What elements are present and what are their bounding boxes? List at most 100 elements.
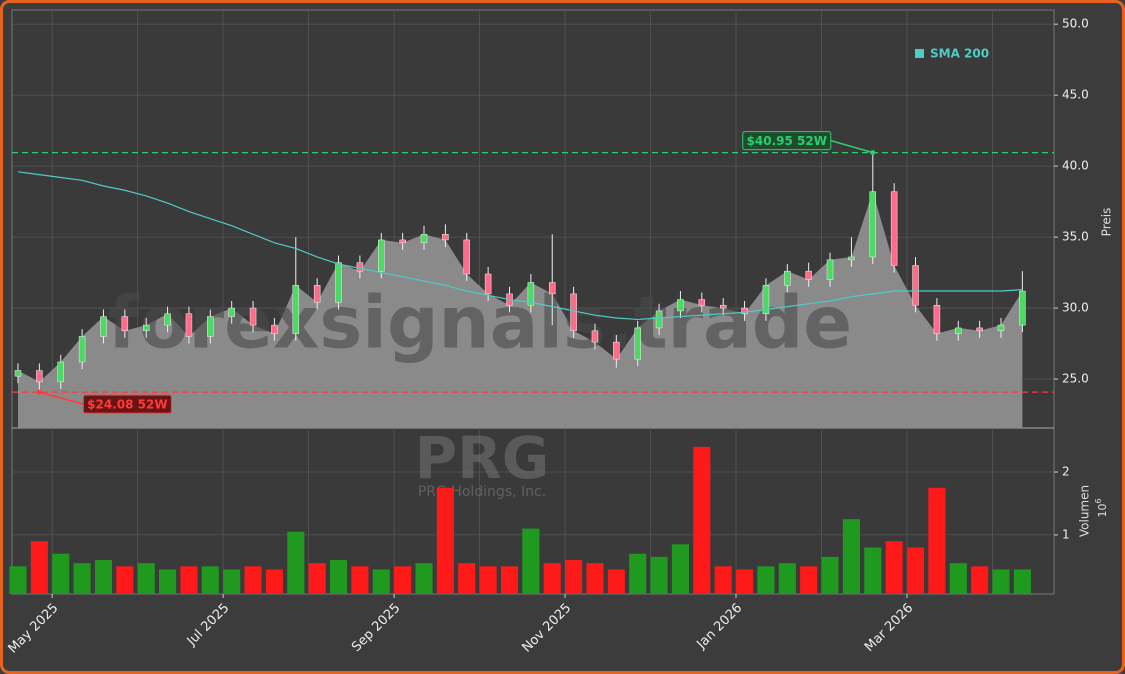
candle-body [420, 234, 428, 244]
candle-body [698, 299, 706, 306]
candle-body [292, 285, 300, 334]
volume-axis-label: Volumen [1078, 485, 1092, 537]
candle-body [463, 239, 471, 275]
volume-bar [351, 566, 369, 594]
candle-body [591, 330, 599, 343]
volume-scale: 106 [1094, 498, 1110, 517]
volume-bar [522, 528, 540, 594]
volume-bar [671, 544, 690, 594]
y-tick-label: 25.0 [1062, 372, 1089, 386]
candle-body [869, 191, 877, 258]
y-tick-label: 50.0 [1062, 17, 1089, 31]
candle-body [356, 262, 364, 272]
y-tick-label: 35.0 [1062, 230, 1089, 244]
volume-bar [159, 569, 177, 594]
candle-body [848, 256, 855, 261]
sma-line [17, 171, 1023, 321]
candle-body [976, 327, 983, 332]
volume-bar [800, 566, 818, 594]
volume-bar [415, 563, 433, 594]
candle-body [57, 361, 64, 383]
annotation-arrow-tip [36, 389, 42, 395]
candle-body [997, 324, 1005, 332]
volume-scale-exponent: 6 [1094, 498, 1103, 503]
candle-body [548, 282, 556, 295]
candle-body [933, 304, 941, 334]
candle-body [634, 327, 641, 360]
volume-bar [116, 566, 134, 594]
candle-body [142, 324, 150, 332]
y-tick-label: 40.0 [1062, 159, 1089, 173]
volume-bar [73, 563, 91, 594]
volume-bar [329, 560, 348, 594]
volume-bar [885, 541, 903, 594]
annotation-box [742, 131, 832, 151]
candle-body [570, 293, 577, 332]
volume-bar [308, 563, 326, 594]
annotation-box [82, 394, 172, 414]
volume-bar [607, 569, 625, 594]
candle-body [14, 370, 22, 377]
volume-bar [778, 563, 796, 594]
volume-bar [180, 566, 198, 594]
volume-bar [629, 553, 647, 594]
volume-bar [94, 560, 113, 594]
volume-bar [821, 556, 839, 594]
annotation-arrow [830, 139, 873, 154]
candle-body [121, 316, 129, 332]
volume-bar [479, 566, 497, 594]
ticker-watermark: PRG [415, 424, 550, 492]
y-axis-label: Preis [1100, 208, 1114, 237]
candle-body [484, 273, 492, 295]
candle-body [762, 285, 770, 314]
candle-body [719, 304, 727, 309]
volume-bar [586, 563, 604, 594]
volume-bar [287, 531, 305, 594]
candle-body [335, 262, 342, 303]
annotation-arrow [39, 391, 84, 405]
volume-bar [565, 560, 583, 594]
candle-body [271, 324, 278, 334]
candle-body [100, 316, 107, 337]
candle-body [613, 341, 620, 360]
candle-body [912, 265, 919, 306]
candle-body [805, 270, 812, 280]
y-tick-label: 30.0 [1062, 301, 1089, 315]
candle-body [784, 270, 791, 286]
candle-body [527, 282, 535, 306]
legend-label: SMA 200 [930, 47, 989, 61]
candle-body [378, 239, 385, 272]
volume-bar [244, 566, 262, 594]
volume-bar [201, 566, 219, 594]
annotation-arrow-tip [870, 150, 876, 156]
candle-body [399, 239, 406, 244]
volume-bar [992, 569, 1010, 594]
volume-bar [842, 519, 860, 594]
volume-bar [137, 563, 155, 594]
volume-scale-base: 10 [1096, 504, 1109, 518]
candle-body [955, 327, 962, 334]
volume-bar [1013, 569, 1031, 594]
candle-body [826, 259, 834, 280]
volume-bar [543, 563, 561, 594]
annotation-label: $40.95 52W [747, 134, 827, 148]
close-area [17, 191, 1023, 428]
candle-body [185, 313, 193, 337]
candle-body [78, 336, 86, 363]
volume-bar [949, 563, 967, 594]
volume-bar [928, 487, 946, 594]
volume-bar [223, 569, 241, 594]
candle-body [207, 316, 214, 337]
candle-body [677, 299, 684, 312]
volume-bar [394, 566, 412, 594]
candle-body [164, 313, 171, 326]
volume-bar [265, 569, 283, 594]
volume-bar [500, 566, 519, 594]
candle-body [442, 234, 449, 241]
volume-bar [906, 547, 925, 594]
candle-body [313, 285, 321, 303]
annotation-label: $24.08 52W [87, 398, 167, 412]
candle-body [249, 307, 257, 326]
volume-bar [714, 566, 732, 594]
